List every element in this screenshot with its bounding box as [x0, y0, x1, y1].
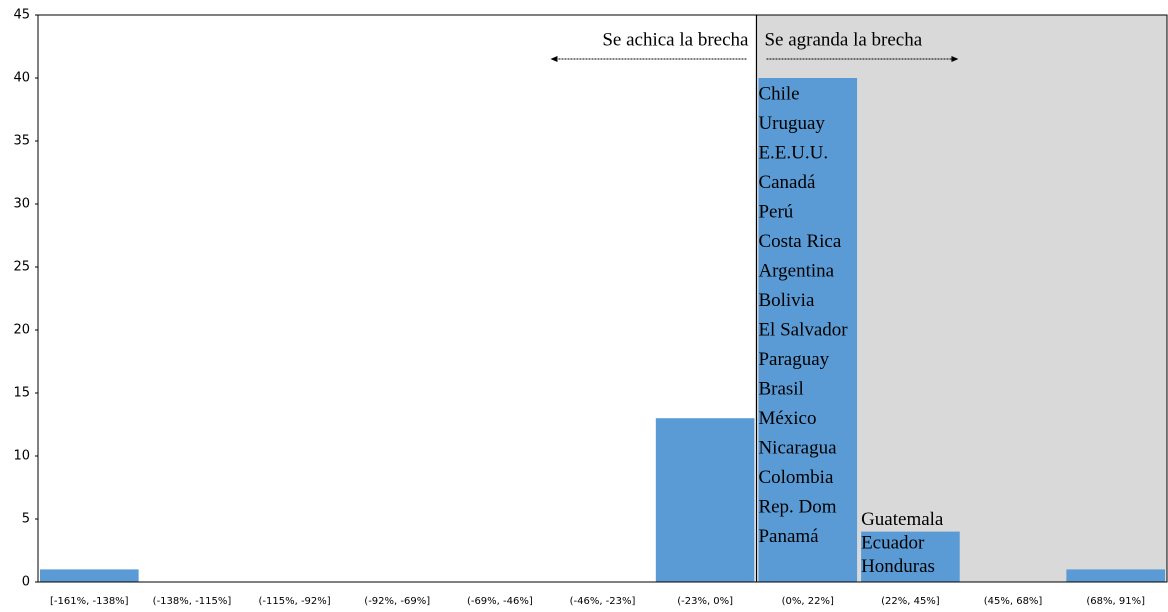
- bar-label: Perú: [758, 201, 793, 222]
- bar-label: El Salvador: [758, 319, 848, 340]
- bar-label: Argentina: [758, 260, 834, 281]
- bar: [655, 418, 755, 582]
- y-tick-label: 5: [22, 512, 30, 527]
- bar: [861, 531, 960, 582]
- y-tick-label: 0: [22, 575, 30, 590]
- y-tick-label: 45: [13, 8, 30, 23]
- y-tick-label: 25: [13, 260, 30, 275]
- y-tick-label: 30: [13, 197, 30, 212]
- bar-label: México: [758, 408, 816, 429]
- bar: [40, 569, 139, 582]
- x-tick-label: (-138%, -115%]: [153, 596, 232, 607]
- x-tick-label: [-161%, -138%]: [50, 596, 129, 607]
- x-tick-label: (-115%, -92%]: [258, 596, 330, 607]
- x-tick-label: (-92%, -69%]: [364, 596, 430, 607]
- bar-label: Colombia: [758, 467, 834, 488]
- y-tick-label: 20: [13, 323, 30, 338]
- y-tick-label: 35: [13, 134, 30, 149]
- arrow-head: [951, 56, 959, 62]
- plot-frame: [37, 14, 1168, 583]
- y-tick-label: 40: [13, 71, 30, 86]
- x-tick-label: (0%, 22%]: [782, 596, 834, 607]
- bar-label: Honduras: [861, 556, 935, 577]
- arrow-head: [550, 56, 558, 62]
- y-tick-label: 15: [13, 386, 30, 401]
- bar: [1066, 569, 1165, 582]
- bar-label: Ecuador: [861, 532, 925, 553]
- bar-label: Brasil: [758, 378, 803, 399]
- bar-label: Chile: [758, 83, 799, 104]
- bar: [758, 78, 858, 582]
- bar-label: Canadá: [758, 172, 816, 193]
- bar-label: Uruguay: [758, 113, 825, 134]
- y-tick-label: 10: [13, 449, 30, 464]
- bar-label: Bolivia: [758, 290, 815, 311]
- annotation: Se achica la brecha: [602, 29, 749, 50]
- bar-label: Rep. Dom: [758, 496, 836, 517]
- x-tick-label: (22%, 45%]: [881, 596, 940, 607]
- bar-label: Guatemala: [861, 509, 944, 530]
- x-tick-label: (68%, 91%]: [1086, 596, 1145, 607]
- annotation: Se agranda la brecha: [764, 29, 922, 50]
- bar-label: Costa Rica: [758, 231, 841, 252]
- x-tick-label: (-69%, -46%]: [467, 596, 533, 607]
- x-tick-label: (-23%, 0%]: [677, 596, 733, 607]
- x-tick-label: (45%, 68%]: [984, 596, 1043, 607]
- bar-label: Paraguay: [758, 349, 829, 370]
- bar-label: E.E.U.U.: [758, 142, 828, 163]
- bar-label: Nicaragua: [758, 437, 837, 458]
- bar-label: Panamá: [758, 526, 819, 547]
- x-tick-label: (-46%, -23%]: [570, 596, 636, 607]
